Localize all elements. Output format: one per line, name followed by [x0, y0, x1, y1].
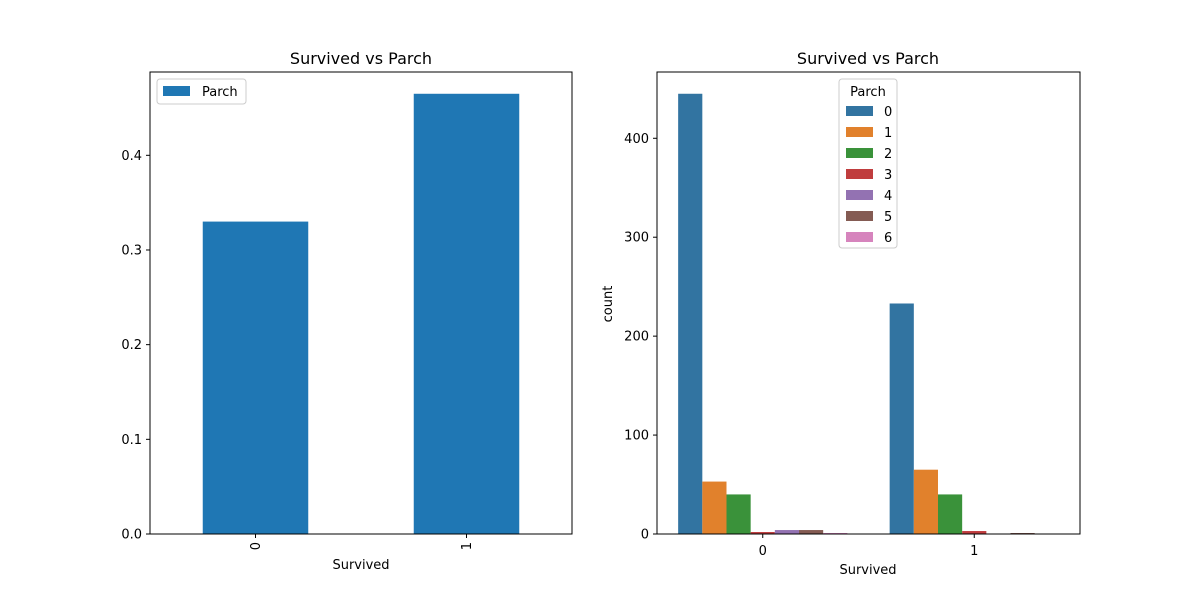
right-legend-swatch-0	[846, 106, 873, 116]
left-y-axis-ticks: 0.0 0.1 0.2 0.3 0.4	[121, 149, 150, 543]
left-x-axis-label: Survived	[332, 558, 389, 573]
left-y-tick-label: 0.0	[121, 528, 142, 543]
left-chart-title: Survived vs Parch	[290, 49, 432, 68]
left-legend: Parch	[156, 78, 247, 105]
right-bar-survived-0-parch-2	[726, 494, 751, 534]
right-legend-box	[838, 78, 898, 249]
right-legend-swatch-1	[846, 127, 873, 137]
left-legend-swatch	[163, 86, 190, 96]
right-legend-swatch-5	[846, 211, 873, 221]
right-y-tick-label: 300	[624, 231, 649, 246]
left-bars-group	[202, 93, 520, 534]
right-legend-swatch-2	[846, 148, 873, 158]
right-chart-title: Survived vs Parch	[797, 49, 939, 68]
right-x-tick-label: 1	[970, 544, 978, 559]
left-y-tick-label: 0.4	[121, 149, 142, 164]
right-y-tick-label: 0	[641, 528, 649, 543]
left-bar-0	[202, 221, 309, 534]
right-y-tick-label: 100	[624, 429, 649, 444]
right-bar-survived-0-parch-4	[774, 530, 800, 534]
right-x-tick-label: 0	[759, 544, 767, 559]
right-bar-survived-1-parch-3	[962, 531, 987, 534]
right-y-axis-label: count	[601, 286, 616, 323]
right-bar-survived-0-parch-1	[702, 481, 727, 534]
right-legend-label-6: 6	[884, 231, 892, 246]
right-legend-swatch-4	[846, 190, 873, 200]
left-legend-label: Parch	[202, 85, 238, 100]
left-bar-1	[413, 93, 520, 534]
right-legend-label-1: 1	[884, 126, 892, 141]
left-y-tick-label: 0.2	[121, 338, 142, 353]
right-bar-survived-1-parch-0	[889, 303, 914, 534]
right-plot-frame	[656, 71, 1081, 535]
left-x-tick-label: 1	[460, 542, 475, 550]
right-legend-swatch-6	[846, 232, 873, 242]
right-bar-survived-1-parch-2	[937, 494, 963, 534]
right-bar-survived-0-parch-0	[678, 93, 703, 534]
right-legend-label-2: 2	[884, 147, 892, 162]
right-bars-group	[678, 93, 1035, 534]
right-legend-label-0: 0	[884, 105, 892, 120]
right-legend-title: Parch	[850, 85, 886, 100]
right-x-axis-label: Survived	[839, 563, 896, 578]
right-legend-label-5: 5	[884, 210, 892, 225]
right-bar-survived-0-parch-5	[799, 530, 824, 534]
right-y-tick-label: 400	[624, 132, 649, 147]
left-legend-box	[156, 78, 247, 105]
right-bar-survived-0-parch-3	[750, 532, 775, 534]
left-y-tick-label: 0.3	[121, 243, 142, 258]
right-y-tick-label: 200	[624, 330, 649, 345]
right-bar-survived-1-parch-1	[913, 469, 938, 534]
left-x-tick-label: 0	[249, 542, 264, 550]
right-legend-label-4: 4	[884, 189, 892, 204]
right-legend: Parch 0 1 2 3 4 5 6	[838, 78, 898, 249]
right-y-axis-ticks: 0 100 200 300 400	[624, 132, 657, 543]
right-legend-label-3: 3	[884, 168, 892, 183]
right-legend-swatch-3	[846, 169, 873, 179]
left-plot-frame	[149, 71, 573, 535]
left-y-tick-label: 0.1	[121, 433, 142, 448]
